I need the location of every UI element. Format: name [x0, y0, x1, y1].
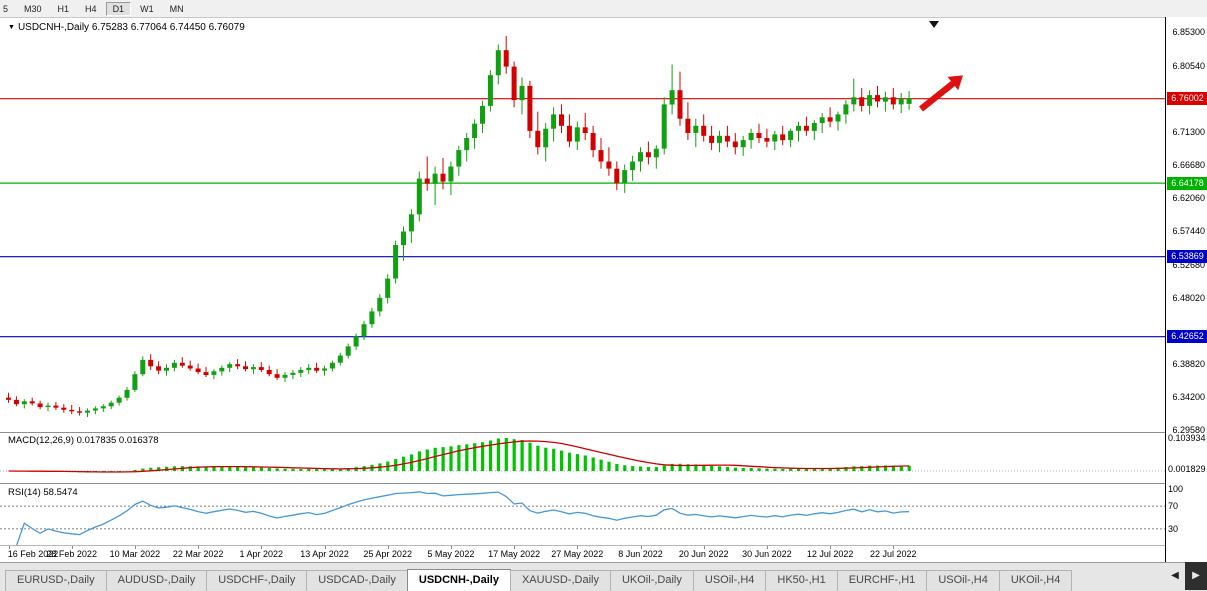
date-tick-mark — [324, 546, 326, 549]
timeframe-toolbar: 5 M30 H1 H4 D1 W1 MN — [0, 0, 1207, 18]
down-triangle-marker-icon — [929, 21, 939, 28]
chart-tab-ukoil-daily[interactable]: UKOil-,Daily — [609, 570, 694, 591]
chart-tab-usoil-h4[interactable]: USOil-,H4 — [926, 570, 1000, 591]
price-axis-label: 6.29580 — [1172, 425, 1205, 435]
date-axis-label: 30 Jun 2022 — [742, 549, 792, 559]
price-axis-label: 6.71300 — [1172, 127, 1205, 138]
date-axis[interactable]: 16 Feb 2022 28 Feb 2022 10 Mar 2022 22 Mar … — [0, 546, 1165, 562]
date-axis-label: 27 May 2022 — [551, 549, 604, 559]
price-line-tag[interactable]: 6.53869 — [1167, 250, 1207, 264]
date-axis-label: 22 Jul 2022 — [870, 549, 917, 559]
chart-tab-eurusd-daily[interactable]: EURUSD-,Daily — [5, 570, 107, 591]
date-axis-label: 13 Apr 2022 — [300, 549, 349, 559]
price-axis-label: 6.38820 — [1172, 359, 1205, 370]
timeframe-button-h4[interactable]: H4 — [85, 3, 97, 14]
rsi-value: 58.5474 — [43, 487, 78, 498]
price-axis-label: 6.48020 — [1172, 293, 1205, 304]
chart-tab-hk50-h1[interactable]: HK50-,H1 — [765, 570, 838, 591]
date-tick-mark — [766, 546, 768, 549]
date-axis-label: 8 Jun 2022 — [618, 549, 663, 559]
date-axis-label: 28 Feb 2022 — [46, 549, 97, 559]
price-axis-label: 6.52680 — [1172, 260, 1205, 271]
price-line-tag[interactable]: 6.42652 — [1167, 330, 1207, 344]
chart-tab-bar: EURUSD-,Daily AUDUSD-,Daily USDCHF-,Daily U… — [0, 562, 1207, 591]
chart-tab-usdcad-daily[interactable]: USDCAD-,Daily — [306, 570, 408, 591]
price-chart-canvas[interactable] — [0, 17, 1165, 432]
timeframe-button-d1[interactable]: D1 — [105, 1, 132, 16]
date-axis-label: 16 Feb 2022 — [7, 549, 59, 559]
date-axis-separator — [0, 545, 1207, 546]
chart-tab-usdcnh-daily[interactable]: USDCNH-,Daily — [406, 569, 511, 591]
rsi-indicator-canvas[interactable] — [0, 484, 1165, 545]
chart-symbol-label: USDCNH-,Daily — [17, 22, 90, 33]
price-axis-label: 6.62060 — [1172, 193, 1205, 204]
date-tick-mark — [134, 546, 136, 549]
date-tick-mark — [8, 546, 10, 549]
date-tick-mark — [830, 546, 832, 549]
chart-tab-usdchf-daily[interactable]: USDCHF-,Daily — [206, 570, 308, 591]
chart-tab-audusd-daily[interactable]: AUDUSD-,Daily — [105, 570, 208, 591]
date-axis-label: 22 Mar 2022 — [172, 549, 224, 559]
price-line-tag[interactable]: 6.76002 — [1167, 92, 1207, 106]
date-tick-mark — [703, 546, 705, 549]
chart-collapse-icon[interactable]: ▼ — [8, 24, 15, 31]
timeframe-button-w1[interactable]: W1 — [140, 3, 154, 14]
date-tick-mark — [514, 546, 516, 549]
candlestick-series — [6, 35, 912, 417]
macd-signal-line — [8, 440, 910, 473]
tab-scroll-controls: ◀ ▶ — [1165, 562, 1207, 590]
price-axis-label: 6.85300 — [1172, 27, 1205, 38]
rsi-axis-100-label: 100 — [1168, 484, 1184, 494]
macd-name: MACD(12,26,9) — [8, 435, 74, 446]
date-tick-mark — [71, 546, 73, 549]
chart-tab-ukoil-h4[interactable]: UKOil-,H4 — [998, 570, 1073, 591]
date-tick-mark — [387, 546, 389, 549]
trend-arrow-annotation[interactable] — [919, 75, 963, 112]
rsi-label: RSI(14) 58.5474 — [8, 487, 78, 498]
date-axis-label: 20 Jun 2022 — [678, 549, 729, 559]
macd-label: MACD(12,26,9) 0.017835 0.016378 — [8, 435, 159, 446]
price-axis-label: 6.80540 — [1172, 61, 1205, 72]
date-tick-mark — [640, 546, 642, 549]
macd-values: 0.017835 0.016378 — [76, 435, 159, 446]
timeframe-button-m30[interactable]: M30 — [24, 3, 42, 14]
price-axis-label: 6.57440 — [1172, 226, 1205, 237]
chart-title: ▼ USDCNH-,Daily 6.75283 6.77064 6.74450 6… — [8, 22, 245, 33]
tab-scroll-right-button[interactable]: ▶ — [1185, 562, 1207, 590]
macd-axis-max-label: 0.103934 — [1168, 433, 1206, 443]
date-axis-label: 25 Apr 2022 — [363, 549, 412, 559]
date-tick-mark — [893, 546, 895, 549]
price-axis-label: 6.34200 — [1172, 392, 1205, 403]
date-tick-mark — [450, 546, 452, 549]
rsi-panel-separator[interactable] — [0, 483, 1207, 484]
rsi-name: RSI(14) — [8, 487, 41, 498]
timeframe-button-5[interactable]: 5 — [3, 3, 9, 14]
rsi-line — [16, 491, 910, 545]
chart-tab-eurchf-h1[interactable]: EURCHF-,H1 — [836, 570, 928, 591]
chart-tab-xauusd-daily[interactable]: XAUUSD-,Daily — [509, 570, 611, 591]
macd-indicator-canvas[interactable] — [0, 433, 1165, 483]
date-tick-mark — [261, 546, 263, 549]
date-axis-label: 12 Jul 2022 — [806, 549, 854, 559]
rsi-axis-30-label: 30 — [1168, 524, 1179, 534]
chart-tab-usoil-h4[interactable]: USOil-,H4 — [692, 570, 767, 591]
macd-axis-min-label: 0.001829 — [1168, 464, 1206, 474]
tab-scroll-left-button[interactable]: ◀ — [1171, 570, 1179, 581]
rsi-axis-70-label: 70 — [1168, 501, 1179, 511]
price-axis-label: 6.66680 — [1172, 160, 1205, 171]
price-line-tag[interactable]: 6.64178 — [1167, 176, 1207, 190]
date-tick-mark — [577, 546, 579, 549]
timeframe-button-h1[interactable]: H1 — [57, 3, 70, 14]
date-axis-label: 1 Apr 2022 — [239, 549, 284, 559]
chart-ohlc-values: 6.75283 6.77064 6.74450 6.76079 — [91, 22, 245, 33]
date-axis-label: 5 May 2022 — [427, 549, 475, 559]
date-axis-label: 10 Mar 2022 — [109, 549, 161, 559]
price-axis[interactable]: 6.85300 6.80540 6.71300 6.66680 6.62060 6.574… — [1165, 17, 1207, 562]
date-axis-label: 17 May 2022 — [488, 549, 541, 559]
date-tick-mark — [198, 546, 200, 549]
macd-panel-separator[interactable] — [0, 432, 1207, 433]
timeframe-button-mn[interactable]: MN — [169, 3, 184, 14]
